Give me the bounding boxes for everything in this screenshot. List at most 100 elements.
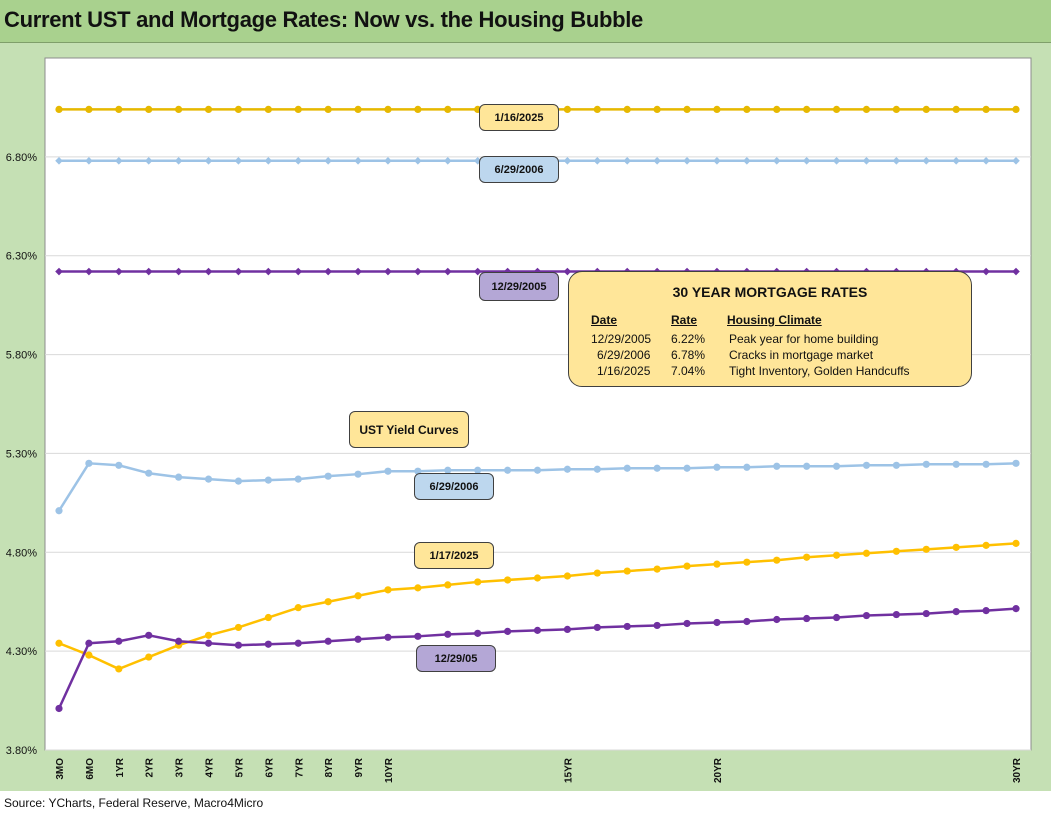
- data-point: [952, 543, 960, 551]
- data-point: [773, 462, 781, 470]
- data-point: [115, 157, 123, 165]
- data-point: [623, 464, 631, 472]
- data-point: [982, 157, 990, 165]
- data-point: [443, 157, 452, 165]
- data-point: [892, 610, 900, 619]
- data-point: [892, 547, 900, 555]
- data-point: [384, 105, 392, 114]
- data-point: [55, 507, 63, 515]
- row-date: 6/29/2006: [597, 348, 651, 362]
- data-point: [743, 617, 751, 626]
- x-tick-label: 1YR: [115, 757, 126, 777]
- data-point: [234, 105, 243, 114]
- mortgage-rates-table: 30 YEAR MORTGAGE RATES Date Rate Housing…: [568, 271, 972, 387]
- label-ust-2025: 1/17/2025: [414, 542, 494, 569]
- x-tick-label: 3YR: [175, 757, 186, 777]
- data-point: [802, 157, 811, 165]
- data-point: [264, 105, 272, 114]
- data-point: [204, 639, 213, 647]
- data-point: [354, 635, 362, 643]
- data-point: [444, 466, 452, 474]
- data-point: [832, 462, 841, 470]
- y-tick-label: 4.80%: [6, 547, 37, 559]
- data-point: [563, 625, 572, 633]
- data-point: [324, 598, 332, 606]
- data-point: [982, 267, 990, 276]
- data-point: [85, 639, 93, 647]
- x-tick-label: 8YR: [324, 757, 335, 777]
- data-point: [264, 267, 273, 276]
- x-tick-label: 5YR: [234, 757, 245, 777]
- data-point: [563, 157, 572, 165]
- data-point: [952, 105, 960, 114]
- data-point: [713, 463, 721, 471]
- data-point: [683, 157, 691, 165]
- data-point: [324, 157, 332, 165]
- data-point: [683, 619, 691, 628]
- data-point: [683, 562, 691, 570]
- data-point: [952, 157, 960, 165]
- chart-title: Current UST and Mortgage Rates: Now vs. …: [4, 7, 643, 32]
- data-point: [145, 105, 153, 114]
- row-date: 12/29/2005: [591, 332, 652, 346]
- data-point: [354, 470, 362, 478]
- data-point: [115, 105, 123, 114]
- data-point: [952, 460, 960, 468]
- x-tick-label: 6YR: [264, 757, 275, 777]
- data-point: [55, 639, 63, 647]
- data-point: [892, 461, 900, 469]
- data-point: [952, 608, 960, 616]
- x-tick-label: 30YR: [1012, 757, 1023, 783]
- data-point: [294, 157, 303, 165]
- data-point: [324, 267, 332, 276]
- data-point: [474, 629, 482, 637]
- data-point: [354, 157, 362, 165]
- x-tick-label: 6MO: [85, 758, 96, 780]
- data-point: [115, 461, 123, 469]
- data-point: [982, 105, 990, 114]
- data-point: [713, 105, 721, 114]
- data-point: [593, 157, 602, 165]
- data-point: [144, 267, 153, 276]
- data-point: [683, 464, 691, 472]
- header-date: Date: [591, 313, 618, 327]
- data-point: [623, 567, 631, 575]
- label-mortgage-2005: 12/29/2005: [479, 272, 559, 301]
- data-point: [204, 475, 213, 483]
- data-point: [443, 267, 452, 276]
- data-point: [533, 626, 542, 634]
- data-point: [563, 267, 572, 276]
- data-point: [563, 105, 572, 114]
- data-point: [593, 569, 601, 577]
- data-point: [204, 267, 213, 276]
- data-point: [354, 105, 362, 114]
- data-point: [563, 465, 572, 473]
- data-point: [414, 632, 422, 640]
- data-point: [773, 105, 781, 114]
- data-point: [743, 157, 751, 165]
- data-point: [803, 105, 811, 114]
- data-point: [533, 574, 542, 582]
- data-point: [55, 267, 63, 276]
- data-point: [414, 267, 422, 276]
- data-point: [174, 157, 183, 165]
- data-point: [204, 631, 213, 639]
- data-point: [234, 267, 243, 276]
- data-point: [234, 623, 243, 632]
- header-rate: Rate: [671, 313, 698, 327]
- mortgage-table-title: 30 YEAR MORTGAGE RATES: [672, 284, 868, 300]
- y-tick-label: 5.30%: [6, 448, 37, 460]
- data-point: [982, 607, 990, 615]
- data-point: [503, 627, 512, 635]
- data-point: [414, 105, 422, 114]
- data-point: [1012, 539, 1020, 547]
- data-point: [444, 105, 452, 114]
- data-point: [234, 157, 243, 165]
- data-point: [145, 653, 153, 661]
- data-point: [324, 472, 332, 480]
- data-point: [743, 558, 751, 566]
- data-point: [444, 581, 452, 589]
- y-tick-label: 6.30%: [6, 251, 37, 263]
- data-point: [892, 157, 901, 165]
- data-point: [384, 267, 392, 276]
